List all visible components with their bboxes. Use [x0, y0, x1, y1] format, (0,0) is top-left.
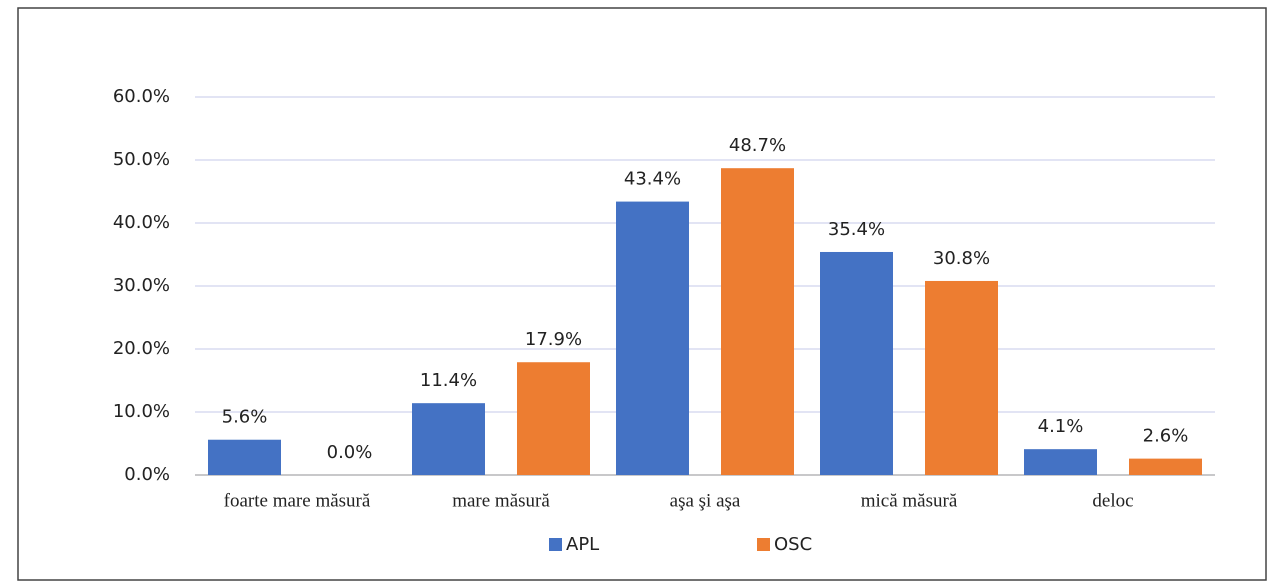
data-label: 2.6%: [1143, 426, 1189, 447]
x-tick-label: foarte mare măsură: [224, 490, 371, 511]
bar: [208, 439, 281, 475]
data-label: 43.4%: [624, 169, 681, 190]
bar: [1024, 449, 1097, 475]
bar: [925, 280, 998, 475]
data-label: 48.7%: [729, 135, 786, 156]
y-tick-label: 0.0%: [124, 464, 170, 485]
data-label: 5.6%: [222, 407, 268, 428]
bar: [517, 362, 590, 475]
y-tick-label: 20.0%: [113, 338, 170, 359]
bar: [616, 201, 689, 475]
legend-label: OSC: [774, 534, 812, 555]
data-label: 30.8%: [933, 248, 990, 269]
data-label: 35.4%: [828, 219, 885, 240]
legend-swatch: [757, 538, 770, 551]
legend-label: APL: [566, 534, 599, 555]
y-tick-label: 60.0%: [113, 86, 170, 107]
x-tick-label: mare măsură: [452, 490, 550, 511]
y-tick-label: 50.0%: [113, 149, 170, 170]
legend-swatch: [549, 538, 562, 551]
data-label: 0.0%: [327, 442, 373, 463]
x-tick-label: aşa şi aşa: [670, 490, 741, 511]
y-tick-label: 10.0%: [113, 401, 170, 422]
data-label: 11.4%: [420, 370, 477, 391]
bar: [721, 168, 794, 475]
bar: [820, 251, 893, 475]
data-label: 17.9%: [525, 329, 582, 350]
bar: [412, 403, 485, 475]
y-tick-label: 40.0%: [113, 212, 170, 233]
y-tick-label: 30.0%: [113, 275, 170, 296]
x-tick-label: mică măsură: [861, 490, 958, 511]
x-tick-label: deloc: [1092, 490, 1133, 511]
bar: [1129, 458, 1202, 475]
data-label: 4.1%: [1038, 416, 1084, 437]
